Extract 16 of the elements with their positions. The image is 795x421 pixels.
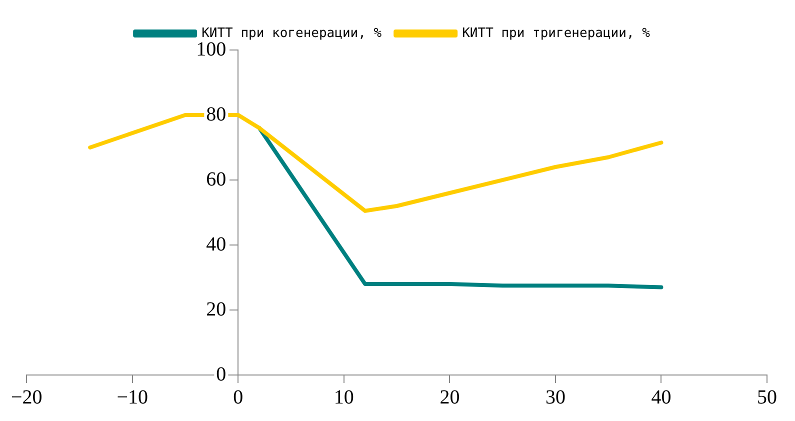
y-tick-label: 0 (216, 363, 226, 386)
x-tick-label: 30 (545, 386, 566, 408)
y-tick-label: 20 (206, 298, 226, 320)
legend-label: КИТТ при тригенерации, % (462, 26, 650, 41)
x-tick-label: 40 (651, 386, 672, 408)
y-tick-label: 80 (206, 103, 226, 126)
y-tick-label: 100 (196, 38, 226, 60)
x-tick-label: 20 (440, 386, 460, 408)
x-tick-label: 50 (757, 386, 777, 408)
x-tick-label: −20 (11, 386, 42, 408)
x-tick-label: −10 (116, 386, 148, 408)
x-tick-label: 10 (334, 386, 354, 408)
x-tick-label: 0 (233, 386, 244, 408)
y-tick-label: 40 (206, 233, 226, 256)
legend-label: КИТТ при когенерации, % (202, 26, 382, 41)
y-tick-label: 60 (206, 168, 226, 190)
